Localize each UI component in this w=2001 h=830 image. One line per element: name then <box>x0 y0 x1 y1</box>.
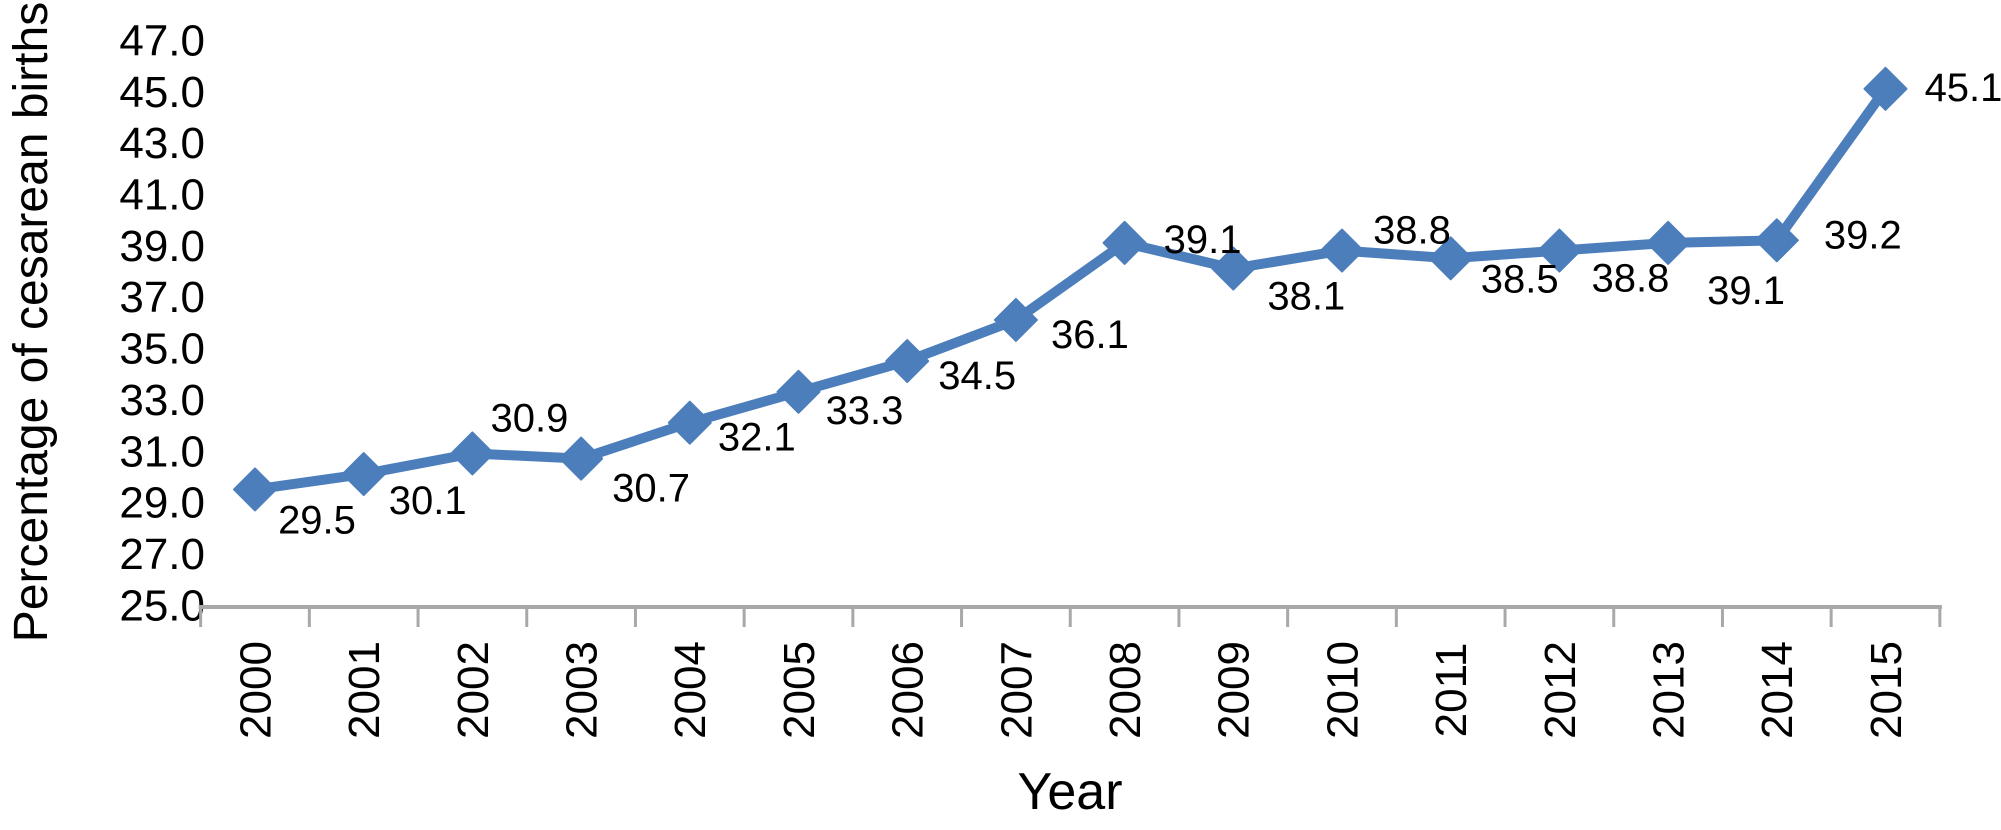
x-tick-label: 2010 <box>1318 641 1367 739</box>
data-point-label: 30.7 <box>612 467 690 511</box>
data-point-label: 39.1 <box>1707 269 1785 313</box>
data-point-marker <box>993 297 1038 342</box>
data-point-label: 30.9 <box>490 396 568 440</box>
data-point-label: 38.1 <box>1267 275 1345 319</box>
x-tick-label: 2004 <box>666 641 715 739</box>
data-point-marker <box>559 436 604 481</box>
y-tick-label: 27.0 <box>119 530 205 579</box>
data-point-marker <box>1428 236 1473 281</box>
data-point-label: 38.8 <box>1373 209 1451 253</box>
data-point-label: 34.5 <box>938 354 1016 398</box>
y-tick-label: 29.0 <box>119 479 205 528</box>
x-axis: 2000 2001 2002 2003 2004 2005 2006 2007 2008 2009… <box>198 605 1942 739</box>
data-point-marker <box>776 369 821 414</box>
data-point-label: 38.5 <box>1481 257 1559 301</box>
data-point-label: 36.1 <box>1051 313 1129 357</box>
data-point-marker <box>1211 246 1256 291</box>
data-point-marker <box>1537 228 1582 273</box>
x-tick-label: 2000 <box>231 641 280 739</box>
data-point-label: 33.3 <box>826 389 904 433</box>
y-tick-label: 39.0 <box>119 222 205 271</box>
data-point-marker <box>1320 228 1364 273</box>
y-tick-label: 43.0 <box>119 119 205 168</box>
x-tick-label: 2011 <box>1427 643 1476 738</box>
series-line <box>250 83 1891 495</box>
y-tick-label: 35.0 <box>119 325 205 374</box>
y-tick-label: 41.0 <box>119 170 205 219</box>
x-tick-label: 2013 <box>1645 641 1694 739</box>
data-point-label: 29.5 <box>278 498 356 542</box>
data-point-marker <box>450 431 495 476</box>
data-point-marker <box>1102 220 1147 265</box>
data-point-label: 45.1 <box>1925 66 2001 110</box>
data-point-marker <box>1863 66 1908 111</box>
y-tick-label: 47.0 <box>119 16 205 65</box>
y-tick-label: 31.0 <box>119 427 205 476</box>
x-tick-label: 2005 <box>775 641 824 739</box>
x-axis-title: Year <box>1017 763 1122 821</box>
x-tick-label: 2001 <box>340 641 389 739</box>
data-point-marker <box>1754 218 1799 263</box>
x-tick-label: 2015 <box>1862 641 1911 739</box>
x-tick-label: 2012 <box>1536 641 1585 739</box>
data-point-label: 32.1 <box>718 416 796 460</box>
x-tick-label: 2009 <box>1210 641 1259 739</box>
data-point-label: 30.1 <box>389 479 467 523</box>
y-tick-label: 45.0 <box>119 68 205 117</box>
y-tick-label: 33.0 <box>119 376 205 425</box>
data-point-marker <box>341 452 386 497</box>
y-tick-label: 25.0 <box>119 581 205 630</box>
data-point-label: 38.8 <box>1591 257 1669 301</box>
data-point-marker <box>233 467 277 512</box>
x-tick-label: 2003 <box>558 641 607 739</box>
data-point-labels: 29.5 30.1 30.9 30.7 32.1 33.3 34.5 36.1 39.1 38.1… <box>278 66 2001 543</box>
x-tick-label: 2007 <box>992 641 1041 739</box>
x-tick-label: 2014 <box>1753 641 1802 739</box>
data-point-label: 39.2 <box>1824 213 1902 257</box>
x-tick-label: 2002 <box>449 641 498 739</box>
data-point-marker <box>1646 220 1691 265</box>
y-axis-tick-labels: 47.045.043.041.039.037.035.033.031.029.0… <box>119 16 205 630</box>
y-axis-title: Percentage of cesarean births <box>5 2 58 642</box>
x-tick-label: 2006 <box>884 641 933 739</box>
data-point-label: 39.1 <box>1164 218 1242 262</box>
data-series <box>233 66 1908 512</box>
data-point-marker <box>885 339 930 384</box>
data-point-marker <box>667 400 712 445</box>
y-tick-label: 37.0 <box>119 273 205 322</box>
x-tick-label: 2008 <box>1101 641 1150 739</box>
